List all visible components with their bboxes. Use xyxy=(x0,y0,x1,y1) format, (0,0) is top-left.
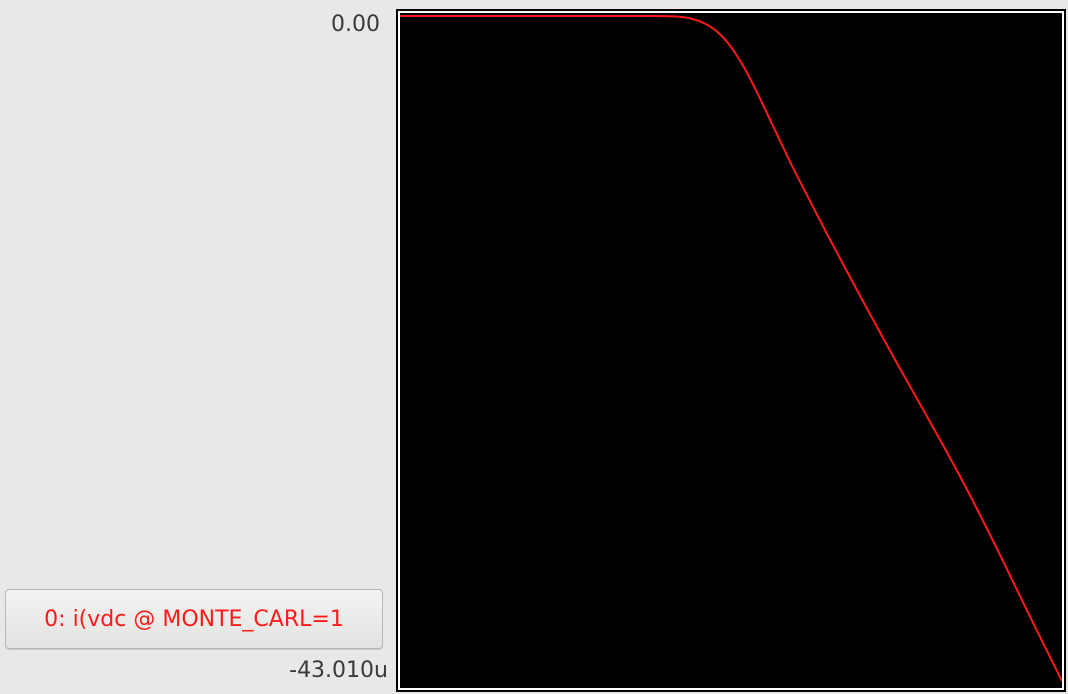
trace-legend-label: 0: i(vdc @ MONTE_CARL=1 xyxy=(44,606,344,632)
series-layer xyxy=(400,14,1062,682)
y-axis-min-label: -43.010u xyxy=(289,658,388,683)
plot-frame xyxy=(396,9,1066,692)
series-line-0 xyxy=(400,14,1062,682)
trace-legend-button[interactable]: 0: i(vdc @ MONTE_CARL=1 xyxy=(5,589,383,649)
plot-area[interactable] xyxy=(400,13,1062,688)
y-axis-max-label: 0.00 xyxy=(331,12,380,37)
plot-canvas[interactable] xyxy=(400,13,1062,688)
